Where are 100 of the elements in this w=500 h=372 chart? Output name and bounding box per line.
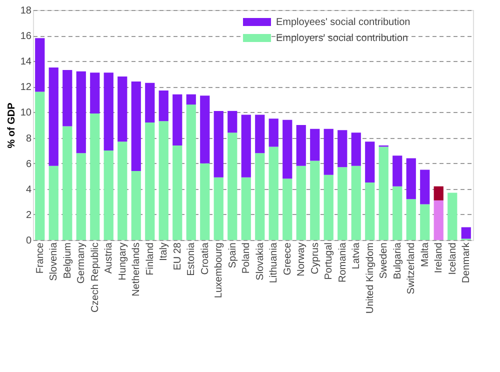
bar [90,72,100,114]
x-tick-label: Croatia [200,242,211,275]
x-tick-label: Hungary [117,242,128,280]
bar [324,128,334,175]
bar [48,166,58,240]
x-tick-label: EU 28 [172,242,184,270]
bar [158,90,168,122]
bar [76,153,86,240]
x-tick-label: Germany [76,242,88,284]
bar [62,126,72,240]
bar [351,166,361,240]
y-tick-label: 10 [20,108,32,119]
bar [338,130,348,168]
bar [268,146,278,240]
bar [310,160,320,240]
bar [118,142,128,240]
bar [158,121,168,240]
x-tick-label: Luxembourg [214,242,225,298]
x-tick-label: Finland [144,242,156,276]
x-tick-label: Czech Republic [90,242,101,313]
x-tick-label: Ireland [434,242,445,274]
bar [145,122,155,240]
x-tick-label: Iceland [447,242,458,275]
bar [420,170,430,204]
bar [255,153,265,240]
bar [131,82,141,171]
bar [296,166,306,240]
y-tick-label: 16 [20,31,32,42]
x-tick-label: Austria [104,242,115,274]
x-tick-label: Latvia [351,242,362,270]
bar [241,177,251,240]
bar [448,192,458,240]
bar [392,156,402,186]
bar [90,114,100,240]
x-tick-label: Slovenia [48,242,60,281]
x-tick-label: Netherlands [131,242,142,296]
bar [406,199,416,240]
x-tick-label: Romania [337,242,348,283]
bar [186,94,196,105]
bar [214,110,224,178]
x-tick-label: Sweden [378,242,390,279]
bar [104,72,114,151]
bar [434,200,444,240]
x-tick-label: Poland [241,242,252,274]
legend-label: Employers' social contribution [276,33,408,44]
bar [378,146,388,240]
x-tick-label: Estonia [186,242,198,276]
bar [296,125,306,166]
bar [145,82,155,122]
x-tick-label: Denmark [461,242,472,284]
y-axis-title: % of GDP [6,102,18,148]
bar [200,96,210,164]
x-tick-label: Lithuania [268,242,280,284]
bar [282,178,292,240]
legend-label: Employees' social contribution [276,17,410,28]
bar [351,132,361,166]
bar [76,71,86,154]
bar [324,174,334,240]
bar [365,142,375,182]
x-tick-label: Slovakia [254,242,266,280]
y-tick-label: 8 [26,133,32,144]
bar [228,132,238,240]
bar [118,76,128,142]
y-tick-label: 6 [26,158,32,170]
bar [104,150,114,240]
bar [35,92,45,240]
x-tick-label: Cyprus [310,242,321,274]
bar [392,186,402,240]
bar [131,171,141,240]
bar [186,104,196,240]
bar [434,186,444,200]
y-tick-label: 18 [20,6,32,16]
x-tick-label: United Kingdom [364,242,376,314]
y-tick-label: 4 [26,184,32,196]
x-tick-label: Belgium [62,242,74,279]
bar [268,118,278,147]
y-tick-label: 2 [26,210,32,221]
bar [48,68,58,166]
bar [241,114,251,178]
bar [282,120,292,179]
bar [338,167,348,240]
y-tick-label: 12 [20,82,32,94]
y-tick-label: 0 [26,236,32,246]
bar [35,38,45,92]
bar [214,177,224,240]
x-tick-label: Italy [158,242,170,261]
bar [172,94,182,146]
x-tick-label: Malta [420,242,431,267]
x-tick-label: Portugal [324,242,335,280]
bar [420,204,430,240]
x-tick-label: Greece [282,242,294,276]
bar [365,182,375,240]
x-tick-label: France [34,242,46,274]
x-tick-label: Norway [296,242,308,276]
bar [461,227,471,239]
bar [310,128,320,161]
bar [406,158,416,200]
bar [228,110,238,133]
y-tick-label: 14 [20,56,32,68]
bar [200,163,210,240]
